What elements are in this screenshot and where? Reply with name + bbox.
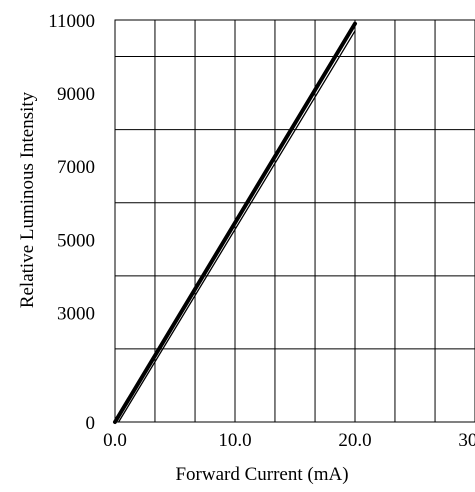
grid <box>114 20 475 423</box>
y-tick-label: 5000 <box>57 230 95 251</box>
plot-frame <box>114 19 475 423</box>
y-tick-label: 11000 <box>48 11 95 32</box>
x-tick-label: 0.0 <box>103 430 127 451</box>
x-axis-title: Forward Current (mA) <box>175 464 348 485</box>
x-tick-labels: 0.0 10.0 20.0 30.0 <box>103 430 475 451</box>
series-line-thick <box>113 21 357 424</box>
y-axis-title: Relative Luminous Intensity <box>17 91 38 308</box>
y-tick-label: 9000 <box>57 84 95 105</box>
y-tick-label: 7000 <box>57 157 95 178</box>
x-tick-label: 20.0 <box>338 430 371 451</box>
series-line-thin <box>117 30 356 423</box>
y-tick-labels: 0 3000 5000 7000 9000 11000 <box>48 11 95 434</box>
series-group <box>113 21 357 424</box>
y-tick-label: 0 <box>86 413 96 434</box>
x-tick-label: 30.0 <box>458 430 475 451</box>
y-tick-label: 3000 <box>57 303 95 324</box>
x-tick-label: 10.0 <box>218 430 251 451</box>
